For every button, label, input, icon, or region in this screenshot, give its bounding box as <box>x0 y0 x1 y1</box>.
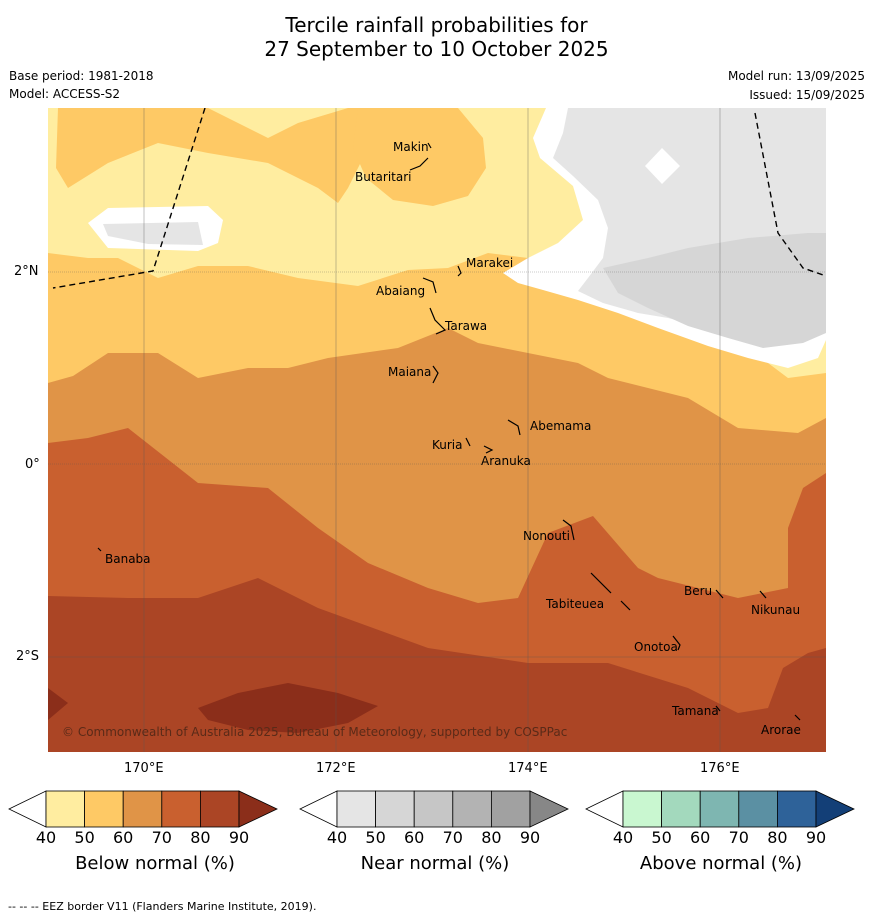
label-nonouti: Nonouti <box>523 529 570 543</box>
lat-tick-0: 0° <box>25 457 40 472</box>
near-normal-patch-gray <box>103 222 203 245</box>
colorbar-cell <box>84 790 124 828</box>
band-90-plus-west <box>48 688 68 720</box>
label-aranuka: Aranuka <box>481 454 531 468</box>
colorbar-below <box>8 790 278 828</box>
label-maiana: Maiana <box>388 365 431 379</box>
colorbar-tick: 50 <box>365 828 386 847</box>
colorbar-tick: 80 <box>190 828 211 847</box>
map-title-line1: Tercile rainfall probabilities for <box>285 13 588 37</box>
graticule <box>48 108 826 752</box>
copyright-notice: © Commonwealth of Australia 2025, Bureau… <box>62 725 567 739</box>
colorbar-cell <box>375 790 415 828</box>
label-tabiteuea: Tabiteuea <box>545 597 604 611</box>
colorbar-over-triangle <box>529 790 569 828</box>
model-run: Model run: 13/09/2025 <box>727 69 865 83</box>
eez-footnote: -- -- -- EEZ border V11 (Flanders Marine… <box>8 900 317 913</box>
colorbar-tick: 90 <box>228 828 250 847</box>
place-labels: Makin Butaritari Marakei Abaiang Tarawa … <box>105 140 801 737</box>
colorbar-tick: 40 <box>35 828 57 847</box>
colorbar-tick: 80 <box>767 828 788 847</box>
island-outlines <box>97 142 801 721</box>
colorbar-cell <box>452 790 492 828</box>
label-kuria: Kuria <box>432 438 463 452</box>
colorbar-cell <box>699 790 740 828</box>
colorbar-near <box>299 790 569 828</box>
label-arorae: Arorae <box>761 723 801 737</box>
colorbar-over-triangle <box>238 790 278 828</box>
label-tarawa: Tarawa <box>444 319 487 333</box>
colorbar-cell <box>336 790 376 828</box>
colorbar-cell <box>122 790 163 828</box>
lon-tick-170: 170°E <box>124 761 164 776</box>
lon-tick-176: 176°E <box>700 761 740 776</box>
label-butaritari: Butaritari <box>355 170 412 184</box>
label-nikunau: Nikunau <box>751 603 800 617</box>
label-banaba: Banaba <box>105 552 151 566</box>
colorbar-tick: 50 <box>651 828 672 847</box>
label-makin: Makin <box>393 140 429 154</box>
colorbar-near-label: Near normal (%) <box>360 853 510 874</box>
near-normal-diamond <box>645 148 680 184</box>
colorbar-tick: 70 <box>442 828 463 847</box>
band-90-plus <box>198 683 378 733</box>
colorbar-cell <box>738 790 778 828</box>
lon-tick-174: 174°E <box>508 761 548 776</box>
colorbar-tick: 40 <box>612 828 634 847</box>
map-title-line2: 27 September to 10 October 2025 <box>264 37 609 61</box>
label-tamana: Tamana <box>671 704 719 718</box>
eez-border <box>52 108 826 289</box>
lat-tick-2n: 2°N <box>14 264 39 279</box>
colorbar-tick: 60 <box>404 828 425 847</box>
rainfall-map: Makin Butaritari Marakei Abaiang Tarawa … <box>48 108 826 752</box>
colorbar-tick: 70 <box>728 828 749 847</box>
label-marakei: Marakei <box>466 256 513 270</box>
colorbar-tick: 70 <box>151 828 172 847</box>
colorbar-tick: 40 <box>326 828 348 847</box>
colorbar-cell <box>776 790 817 828</box>
colorbar-tick: 90 <box>519 828 541 847</box>
colorbar-under-triangle <box>299 790 338 828</box>
colorbar-cell <box>622 790 662 828</box>
colorbar-below-label: Below normal (%) <box>75 853 235 874</box>
band-50-60-north <box>56 108 378 203</box>
colorbar-over-triangle <box>815 790 855 828</box>
label-abemama: Abemama <box>530 419 591 433</box>
colorbar-tick: 80 <box>481 828 502 847</box>
colorbar-tick: 90 <box>805 828 827 847</box>
lat-tick-2s: 2°S <box>16 649 40 664</box>
colorbar-above <box>585 790 855 828</box>
colorbar-cell <box>161 790 201 828</box>
model-name: Model: ACCESS-S2 <box>9 87 121 101</box>
label-onotoa: Onotoa <box>634 640 678 654</box>
colorbar-cell <box>413 790 454 828</box>
colorbar-cell <box>199 790 240 828</box>
issued-date: Issued: 15/09/2025 <box>749 88 865 102</box>
colorbar-tick: 60 <box>113 828 134 847</box>
colorbar-cell <box>661 790 701 828</box>
colorbar-cell <box>45 790 85 828</box>
lon-tick-172: 172°E <box>316 761 356 776</box>
colorbar-tick: 50 <box>74 828 95 847</box>
colorbar-under-triangle <box>585 790 624 828</box>
colorbar-under-triangle <box>8 790 47 828</box>
label-beru: Beru <box>684 584 712 598</box>
colorbar-cell <box>490 790 531 828</box>
band-50-60-makin <box>353 108 486 206</box>
base-period: Base period: 1981-2018 <box>9 69 154 83</box>
colorbar-above-label: Above normal (%) <box>639 853 803 874</box>
colorbar-tick: 60 <box>690 828 711 847</box>
near-normal-50-60 <box>603 233 826 348</box>
label-abaiang: Abaiang <box>376 284 425 298</box>
